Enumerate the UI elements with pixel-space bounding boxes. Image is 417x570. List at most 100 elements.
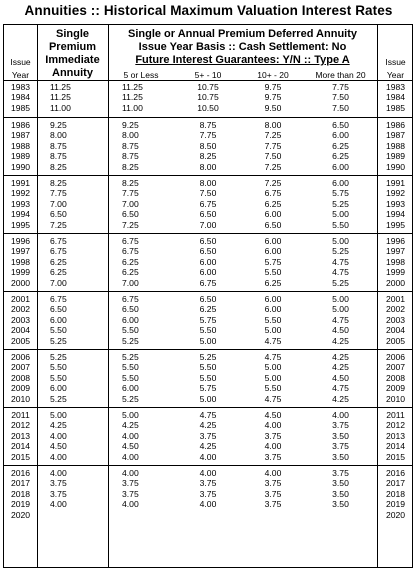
deferred-rate-over-20: 3.50: [332, 488, 349, 499]
deferred-rate-10-20: 5.75: [264, 256, 282, 267]
immediate-annuity-rate: 11.25: [50, 92, 71, 103]
deferred-rate-10-20: 5.50: [264, 383, 282, 394]
issue-year-cell: 1985: [10, 102, 31, 113]
immediate-annuity-rate: 4.00: [50, 451, 67, 462]
deferred-rate-5-or-less: 6.75: [122, 246, 139, 257]
deferred-rate-5-or-less: 5.25: [122, 352, 139, 362]
issue-year-cell-right: 2004: [385, 325, 406, 336]
immediate-annuity-rate: 7.75: [50, 188, 67, 199]
immediate-annuity-rate: 7.00: [50, 198, 67, 209]
deferred-rate-10-20: 3.75: [264, 478, 282, 489]
table-header: Issue Year Single Premium Immediate Annu…: [4, 25, 412, 80]
issue-year-cell: 1999: [10, 267, 31, 278]
table-row: 1996 6.75 6.75 6.50 6.00 5.00 1996: [4, 236, 412, 246]
deferred-rate-over-20: 6.25: [332, 140, 349, 151]
immediate-annuity-rate: 5.00: [50, 410, 67, 420]
table-row: 1985 11.00 11.00 10.50 9.50 7.50 1985: [4, 103, 412, 113]
deferred-rate-5-10: 6.75: [199, 277, 217, 288]
immediate-annuity-rate: 5.50: [50, 325, 67, 336]
deferred-rate-5-or-less: 8.25: [122, 178, 139, 188]
deferred-rate-5-10: 7.75: [199, 130, 217, 141]
deferred-rate-5-10: 8.25: [199, 151, 217, 162]
deferred-rate-over-20: 5.25: [332, 198, 349, 209]
deferred-rate-over-20: 5.25: [332, 246, 349, 257]
deferred-rate-10-20: 4.00: [264, 420, 282, 431]
deferred-rate-over-20: 7.75: [332, 82, 349, 92]
issue-year-cell-right: 1990: [385, 161, 406, 172]
issue-year-cell: 2009: [10, 383, 31, 394]
deferred-rate-10-20: 6.25: [264, 198, 282, 209]
deferred-rate-5-10: 4.25: [199, 420, 217, 431]
table-row: 2019 4.00 4.00 4.00 3.75 3.50 2019: [4, 499, 412, 509]
deferred-rate-10-20: 6.00: [264, 304, 282, 315]
table-row: 1987 8.00 8.00 7.75 7.25 6.00 1987: [4, 130, 412, 140]
deferred-rate-5-10: 6.25: [199, 304, 217, 315]
table-row: 2014 4.50 4.50 4.25 4.00 3.75 2014: [4, 441, 412, 451]
table-row: 1990 8.25 8.25 8.00 7.25 6.00 1990: [4, 162, 412, 172]
group-divider: [4, 291, 412, 292]
deferred-rate-10-20: 6.00: [264, 294, 282, 304]
issue-year-cell: 1989: [10, 151, 31, 162]
table-row: 2004 5.50 5.50 5.50 5.00 4.50 2004: [4, 325, 412, 335]
deferred-rate-5-or-less: 9.25: [122, 120, 139, 130]
issue-year-cell-right: 1991: [385, 178, 406, 188]
deferred-rate-10-20: 9.50: [264, 102, 282, 113]
group-divider: [4, 117, 412, 118]
deferred-rate-over-20: 5.00: [332, 294, 349, 304]
deferred-rate-over-20: 3.50: [332, 430, 349, 441]
table-row: 2015 4.00 4.00 4.00 3.75 3.50 2015: [4, 452, 412, 462]
deferred-rate-10-20: 5.00: [264, 362, 282, 373]
issue-year-cell-right: 2015: [385, 451, 406, 462]
deferred-rate-over-20: 4.50: [332, 325, 349, 336]
table-row: 2020 2020: [4, 510, 412, 520]
table-row: 2007 5.50 5.50 5.50 5.00 4.25 2007: [4, 362, 412, 372]
issue-year-cell-right: 1996: [385, 236, 406, 246]
issue-year-cell-right: 2000: [385, 277, 406, 288]
issue-year-cell-right: 1998: [385, 256, 406, 267]
table-row: 2018 3.75 3.75 3.75 3.75 3.50 2018: [4, 489, 412, 499]
issue-year-cell: 1990: [10, 161, 31, 172]
deferred-rate-5-or-less: 11.00: [122, 102, 143, 113]
immediate-annuity-rate: 5.50: [50, 362, 67, 373]
issue-year-cell-right: 1988: [385, 140, 406, 151]
deferred-rate-5-or-less: 4.00: [122, 468, 139, 478]
deferred-rate-5-or-less: 6.75: [122, 294, 139, 304]
issue-year-cell-right: 2002: [385, 304, 406, 315]
deferred-rate-over-20: 5.00: [332, 304, 349, 315]
deferred-rate-over-20: 5.00: [332, 236, 349, 246]
deferred-rate-5-or-less: 8.75: [122, 151, 139, 162]
header-duration-2: 5+ - 10: [194, 70, 222, 80]
issue-year-cell-right: 1995: [385, 219, 406, 230]
deferred-rate-5-10: 5.50: [199, 362, 217, 373]
deferred-rate-10-20: 6.00: [264, 209, 282, 220]
deferred-rate-10-20: 6.00: [264, 236, 282, 246]
deferred-rate-over-20: 3.75: [332, 420, 349, 431]
issue-year-cell: 1996: [10, 236, 31, 246]
table-row: 1986 9.25 9.25 8.75 8.00 6.50 1986: [4, 120, 412, 130]
table-row: 1984 11.25 11.25 10.75 9.75 7.50 1984: [4, 92, 412, 102]
immediate-annuity-rate: 11.25: [50, 82, 71, 92]
issue-year-cell-right: 2013: [385, 430, 406, 441]
deferred-rate-5-10: 6.50: [199, 209, 217, 220]
issue-year-cell: 2014: [10, 441, 31, 452]
deferred-rate-5-or-less: 6.00: [122, 314, 139, 325]
deferred-rate-5-10: 10.75: [197, 92, 219, 103]
deferred-rate-10-20: 5.00: [264, 372, 282, 383]
issue-year-cell-right: 1997: [385, 246, 406, 257]
immediate-annuity-rate: 6.25: [50, 267, 67, 278]
deferred-rate-over-20: 4.75: [332, 383, 349, 394]
issue-year-cell-right: 1983: [385, 82, 406, 92]
deferred-rate-10-20: 4.75: [264, 393, 282, 404]
immediate-annuity-rate: 5.25: [50, 335, 67, 346]
deferred-rate-over-20: 4.50: [332, 372, 349, 383]
group-divider: [4, 175, 412, 176]
deferred-rate-10-20: 7.25: [264, 161, 282, 172]
group-divider: [4, 465, 412, 466]
issue-year-cell-right: 2012: [385, 420, 406, 431]
deferred-rate-10-20: 9.75: [264, 82, 282, 92]
deferred-rate-5-10: 5.75: [199, 314, 217, 325]
table-row: 1994 6.50 6.50 6.50 6.00 5.00 1994: [4, 209, 412, 219]
deferred-rate-5-10: 5.00: [199, 393, 217, 404]
issue-year-cell-right: 2006: [385, 352, 406, 362]
deferred-rate-5-or-less: 3.75: [122, 478, 139, 489]
